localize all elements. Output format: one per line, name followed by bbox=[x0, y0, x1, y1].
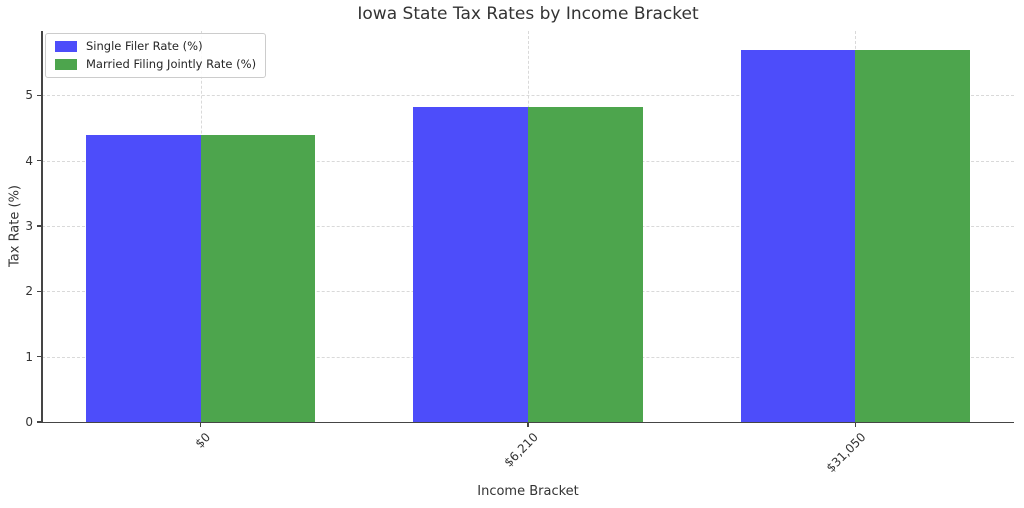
x-tick-mark bbox=[527, 422, 529, 427]
legend-swatch-icon bbox=[55, 41, 77, 52]
bar-married bbox=[528, 107, 643, 422]
y-axis-spine bbox=[41, 31, 43, 423]
legend-label: Single Filer Rate (%) bbox=[86, 39, 203, 53]
bar-married bbox=[855, 49, 970, 422]
bar-single bbox=[86, 134, 201, 422]
x-tick-label: $0 bbox=[192, 430, 214, 451]
legend-label: Married Filing Jointly Rate (%) bbox=[86, 57, 257, 71]
x-tick-label: $31,050 bbox=[823, 430, 869, 475]
bar-single bbox=[740, 49, 856, 422]
y-tick-mark bbox=[37, 159, 42, 162]
legend-row: Single Filer Rate (%) bbox=[55, 40, 256, 53]
legend: Single Filer Rate (%) Married Filing Join… bbox=[45, 33, 267, 78]
x-axis-label: Income Bracket bbox=[477, 484, 579, 499]
legend-swatch-icon bbox=[55, 59, 77, 70]
y-tick-label: 4 bbox=[25, 153, 33, 168]
bar-single bbox=[413, 107, 528, 422]
plot-area bbox=[42, 31, 1014, 422]
x-tick-mark bbox=[854, 422, 857, 427]
y-tick-mark bbox=[37, 94, 42, 97]
y-tick-label: 3 bbox=[25, 219, 33, 233]
x-tick-mark bbox=[199, 422, 202, 427]
y-tick-mark bbox=[37, 225, 42, 227]
y-tick-mark bbox=[37, 290, 42, 293]
chart-title: Iowa State Tax Rates by Income Bracket bbox=[357, 4, 699, 24]
y-tick-label: 2 bbox=[25, 284, 33, 299]
y-tick-mark bbox=[37, 355, 42, 358]
x-tick-label: $6,210 bbox=[501, 430, 541, 470]
y-tick-mark bbox=[37, 421, 42, 423]
y-tick-label: 0 bbox=[25, 415, 33, 429]
bar-married bbox=[200, 134, 316, 422]
y-tick-label: 5 bbox=[25, 88, 33, 103]
y-tick-label: 1 bbox=[25, 349, 33, 364]
y-axis-label: Tax Rate (%) bbox=[7, 184, 23, 268]
legend-row: Married Filing Jointly Rate (%) bbox=[55, 58, 256, 71]
